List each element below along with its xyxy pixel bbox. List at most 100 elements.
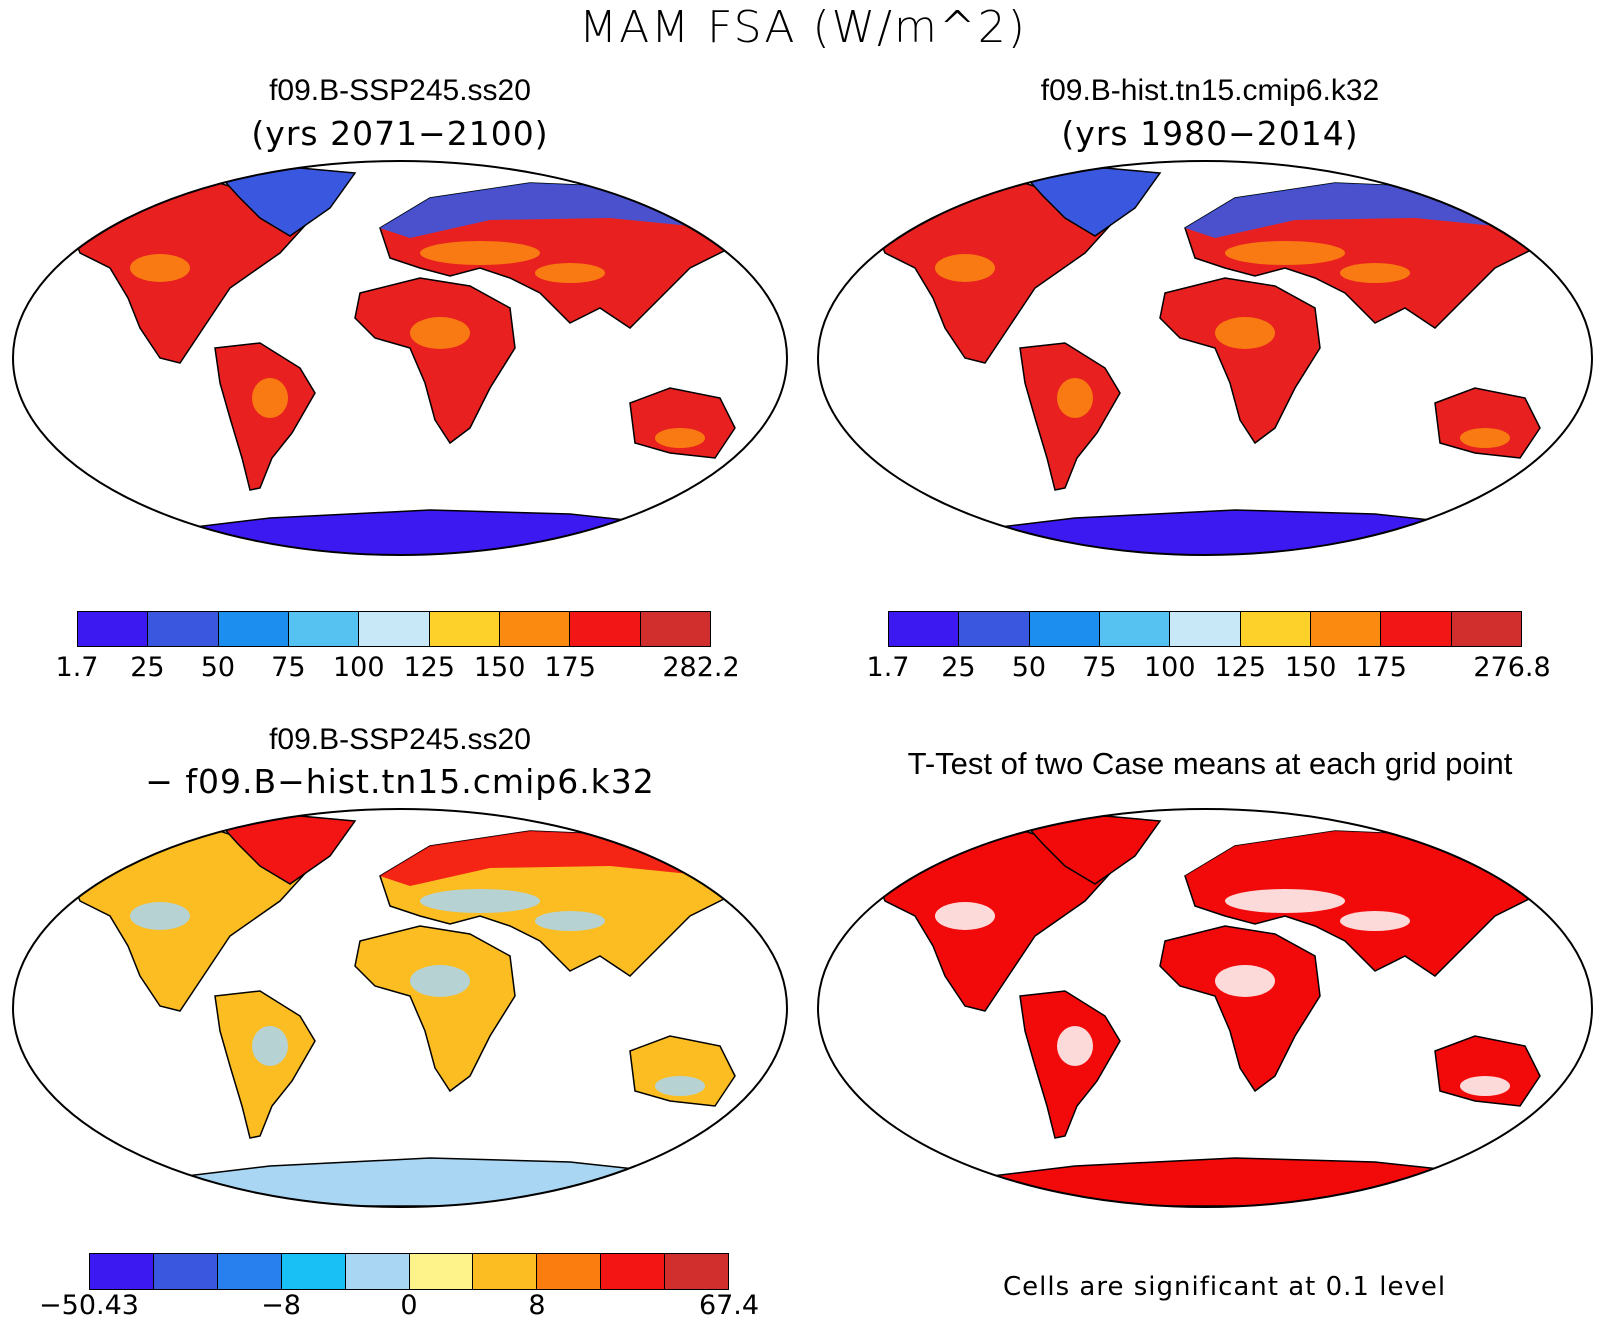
colorbar-swatch-0 xyxy=(889,612,960,646)
colorbar-swatch-4 xyxy=(1170,612,1241,646)
map-ttest xyxy=(817,808,1593,1208)
field-patch-1 xyxy=(1225,889,1345,913)
colorbar-tick-label: 8 xyxy=(528,1290,546,1321)
continent-africa xyxy=(1159,925,1321,1093)
field-patch-4 xyxy=(252,378,288,418)
colorbar-swatch-2 xyxy=(218,612,289,646)
colorbar-swatch-7 xyxy=(570,612,641,646)
colorbar-tick-label: 67.4 xyxy=(698,1290,760,1321)
panel-title-diff: f09.B-SSP245.ss20 xyxy=(269,723,531,756)
colorbar-swatch-5 xyxy=(409,1254,474,1289)
colorbar-swatch-2 xyxy=(1029,612,1100,646)
field-patch-3 xyxy=(410,965,470,997)
map-difference xyxy=(12,808,788,1208)
colorbar-labels-difference: −50.43 −8 0 8 67.4 xyxy=(39,1290,759,1323)
colorbar-tick-label: 1.7 xyxy=(866,652,910,683)
colorbar-swatch-1 xyxy=(959,612,1030,646)
continent-africa xyxy=(354,277,516,445)
colorbar-tick-label: −8 xyxy=(261,1290,301,1321)
continent-greenland xyxy=(1023,815,1162,885)
field-patch-5 xyxy=(655,428,705,448)
colorbar-tick-label: 0 xyxy=(400,1290,418,1321)
map-outline xyxy=(817,160,1593,556)
colorbar-swatch-1 xyxy=(153,1254,218,1289)
panel-subtitle-diff: − f09.B−hist.tn15.cmip6.k32 xyxy=(145,762,655,801)
colorbar-swatch-4 xyxy=(359,612,430,646)
field-patch-4 xyxy=(1057,1026,1093,1066)
colorbar-swatch-5 xyxy=(429,612,500,646)
field-patch-0 xyxy=(935,254,995,282)
colorbar-tick-label: 100 xyxy=(332,652,385,683)
colorbar-tick-label: 50 xyxy=(1011,652,1047,683)
colorbar-tick-label: −50.43 xyxy=(39,1290,139,1321)
field-patch-4 xyxy=(252,1026,288,1066)
panel-title-hist: f09.B-hist.tn15.cmip6.k32 xyxy=(1040,74,1380,107)
continent-greenland xyxy=(218,167,357,237)
colorbar-swatch-7 xyxy=(1381,612,1452,646)
panel-title-ssp245: f09.B-SSP245.ss20 xyxy=(269,74,531,107)
field-patch-0 xyxy=(130,254,190,282)
field-patch-4 xyxy=(1057,378,1093,418)
panel-title-ttest: T-Test of two Case means at each grid po… xyxy=(907,746,1513,781)
colorbar-swatch-6 xyxy=(473,1254,538,1289)
continent-antarctica xyxy=(923,1157,1507,1207)
field-patch-2 xyxy=(1340,263,1410,283)
colorbar-labels-ssp245: 1.7 25 50 75 100 125 150 175 282.2 xyxy=(56,652,740,688)
colorbar-tick-label: 1.7 xyxy=(55,652,99,683)
field-patch-1 xyxy=(420,241,540,265)
panel-years-ssp245: (yrs 2071−2100) xyxy=(251,114,549,153)
field-patch-3 xyxy=(410,317,470,349)
colorbar-swatch-8 xyxy=(601,1254,666,1289)
colorbar-swatch-2 xyxy=(217,1254,282,1289)
colorbar-swatch-4 xyxy=(345,1254,410,1289)
field-patch-1 xyxy=(420,889,540,913)
colorbar-tick-label: 125 xyxy=(1214,652,1266,683)
colorbar-tick-label: 100 xyxy=(1143,652,1196,683)
colorbar-difference xyxy=(89,1253,729,1290)
colorbar-tick-label: 150 xyxy=(473,652,526,683)
continent-africa xyxy=(354,925,516,1093)
colorbar-tick-label: 25 xyxy=(941,652,976,683)
colorbar-tick-label: 75 xyxy=(271,652,306,683)
continent-greenland xyxy=(1023,167,1162,237)
colorbar-labels-hist: 1.7 25 50 75 100 125 150 175 276.8 xyxy=(867,652,1551,688)
panel-years-hist: (yrs 1980−2014) xyxy=(1061,114,1359,153)
colorbar-tick-label: 276.8 xyxy=(1473,652,1551,683)
colorbar-swatch-1 xyxy=(148,612,219,646)
map-hist xyxy=(817,160,1593,556)
significance-note: Cells are significant at 0.1 level xyxy=(1003,1272,1447,1302)
colorbar-tick-label: 150 xyxy=(1284,652,1337,683)
continent-greenland xyxy=(218,815,357,885)
field-patch-5 xyxy=(655,1076,705,1096)
colorbar-swatch-6 xyxy=(499,612,571,646)
colorbar-swatch-5 xyxy=(1240,612,1311,646)
colorbar-ssp245 xyxy=(77,611,711,647)
colorbar-swatch-0 xyxy=(90,1254,154,1289)
field-patch-3 xyxy=(1215,965,1275,997)
figure-title: MAM FSA (W/m^2) xyxy=(579,2,1027,53)
continent-africa xyxy=(1159,277,1321,445)
colorbar-tick-label: 25 xyxy=(130,652,165,683)
colorbar-swatch-7 xyxy=(537,1254,602,1289)
map-outline xyxy=(817,808,1593,1208)
colorbar-tick-label: 175 xyxy=(1355,652,1407,683)
map-ssp245 xyxy=(12,160,788,556)
colorbar-tick-label: 125 xyxy=(403,652,455,683)
field-patch-1 xyxy=(1225,241,1345,265)
colorbar-swatch-0 xyxy=(78,612,149,646)
continent-antarctica xyxy=(118,509,702,555)
colorbar-tick-label: 50 xyxy=(200,652,236,683)
field-patch-5 xyxy=(1460,1076,1510,1096)
colorbar-swatch-8 xyxy=(640,612,710,646)
map-outline xyxy=(12,808,788,1208)
field-patch-2 xyxy=(1340,911,1410,931)
continent-north-america xyxy=(69,179,312,364)
field-patch-5 xyxy=(1460,428,1510,448)
continent-antarctica xyxy=(923,509,1507,555)
field-patch-3 xyxy=(1215,317,1275,349)
colorbar-swatch-3 xyxy=(288,612,360,646)
colorbar-swatch-6 xyxy=(1310,612,1382,646)
field-patch-0 xyxy=(130,902,190,930)
continent-antarctica xyxy=(118,1157,702,1207)
colorbar-swatch-9 xyxy=(665,1254,729,1289)
